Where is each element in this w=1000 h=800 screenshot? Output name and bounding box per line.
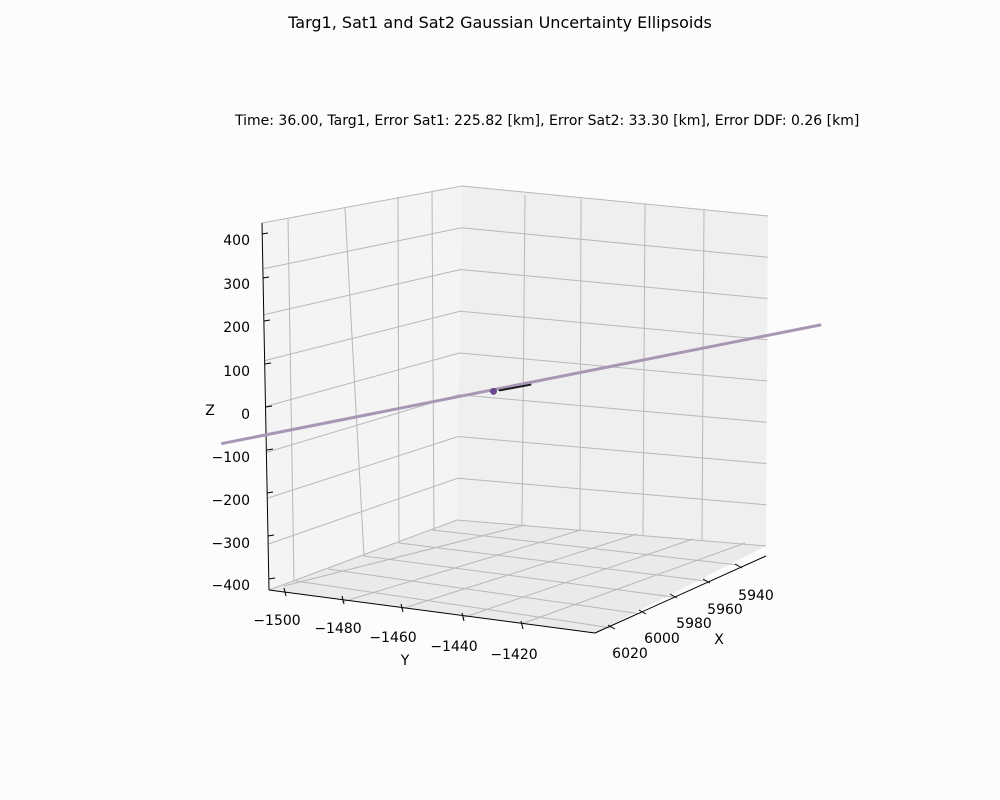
x-gridline-floor	[295, 580, 613, 629]
figure-title: Targ1, Sat1 and Sat2 Gaussian Uncertaint…	[288, 13, 712, 32]
z-tick-label: 300	[223, 277, 250, 293]
target-marker	[490, 387, 498, 395]
x-tick-label: 6020	[612, 646, 648, 662]
y-tick-label: −1440	[430, 639, 477, 655]
x-gridline-floor	[327, 568, 642, 615]
x-gridline-floor	[431, 529, 739, 566]
z-tick-label: −300	[212, 536, 250, 552]
tick-marks	[261, 232, 743, 630]
z-tick-label: −400	[212, 578, 250, 594]
x-gridline-wall	[642, 203, 646, 536]
y-tick-label: −1480	[314, 621, 361, 637]
z-gridline	[267, 435, 767, 499]
y-tick	[341, 595, 345, 605]
x-tick	[702, 578, 711, 584]
y-gridline-floor	[400, 533, 638, 610]
z-gridline	[261, 185, 769, 224]
z-tick	[261, 232, 269, 235]
x-tick-label: 5940	[738, 588, 774, 604]
z-tick	[267, 534, 275, 537]
z-gridline	[268, 519, 767, 591]
y-tick	[461, 612, 465, 622]
x-tick	[607, 624, 616, 630]
z-tick	[262, 276, 270, 279]
trajectory-line	[220, 323, 822, 445]
y-gridline-wall	[287, 218, 295, 583]
z-tick	[266, 448, 274, 451]
y-gridline-wall	[397, 196, 400, 544]
z-gridline	[266, 394, 767, 453]
x-gridline-wall	[521, 194, 526, 526]
y-tick	[283, 587, 287, 597]
grid-lines	[261, 185, 769, 629]
y-gridline-wall	[344, 207, 365, 557]
z-tick-label: 200	[223, 320, 250, 336]
x-tick	[734, 563, 743, 569]
estimate-segment	[498, 383, 532, 392]
z-gridline	[262, 227, 768, 270]
x-tick-label: 5980	[676, 616, 712, 632]
z-gridline	[267, 477, 767, 545]
z-tick-label: −200	[212, 493, 250, 509]
plot-subtitle: Time: 36.00, Targ1, Error Sat1: 225.82 […	[235, 113, 860, 129]
x-gridline-wall	[701, 208, 705, 542]
y-gridline-floor	[461, 538, 694, 619]
y-gridline-floor	[520, 542, 746, 625]
y-gridline-wall	[431, 191, 435, 532]
z-tick	[265, 405, 273, 408]
x-axis-label: X	[714, 632, 724, 648]
x-axis-line	[594, 555, 767, 634]
y-gridline-floor	[283, 524, 526, 587]
x-tick-label: 5960	[707, 602, 743, 618]
y-tick-label: −1460	[369, 630, 416, 646]
axis-lines	[261, 222, 767, 634]
axis-labels: X Y Z	[205, 403, 724, 669]
y-axis-label: Y	[400, 653, 410, 669]
x-gridline-wall	[579, 198, 582, 531]
z-gridline	[265, 352, 768, 407]
z-tick	[264, 362, 272, 365]
z-gridline	[263, 268, 768, 316]
z-tick-label: −100	[212, 450, 250, 466]
z-axis-line	[261, 222, 270, 591]
x-tick-label: 6000	[644, 631, 680, 647]
y-tick-label: −1500	[253, 613, 300, 629]
z-axis-label: Z	[205, 403, 215, 419]
z-tick-label: 400	[223, 233, 250, 249]
z-tick-label: 0	[241, 407, 250, 423]
z-tick	[263, 319, 271, 322]
y-axis-line	[268, 589, 596, 634]
z-tick-label: 100	[223, 364, 250, 380]
x-tick	[669, 593, 678, 599]
x-tick	[638, 609, 647, 615]
y-z-pane	[262, 186, 462, 590]
y-tick	[520, 620, 524, 630]
z-tick	[268, 577, 276, 580]
y-tick	[400, 603, 404, 613]
x-gridline-floor	[363, 555, 674, 598]
data-series	[220, 323, 822, 445]
z-tick	[266, 491, 274, 494]
y-tick-label: −1420	[490, 647, 537, 663]
z-gridline	[264, 310, 768, 362]
x-gridline-floor	[398, 542, 707, 582]
